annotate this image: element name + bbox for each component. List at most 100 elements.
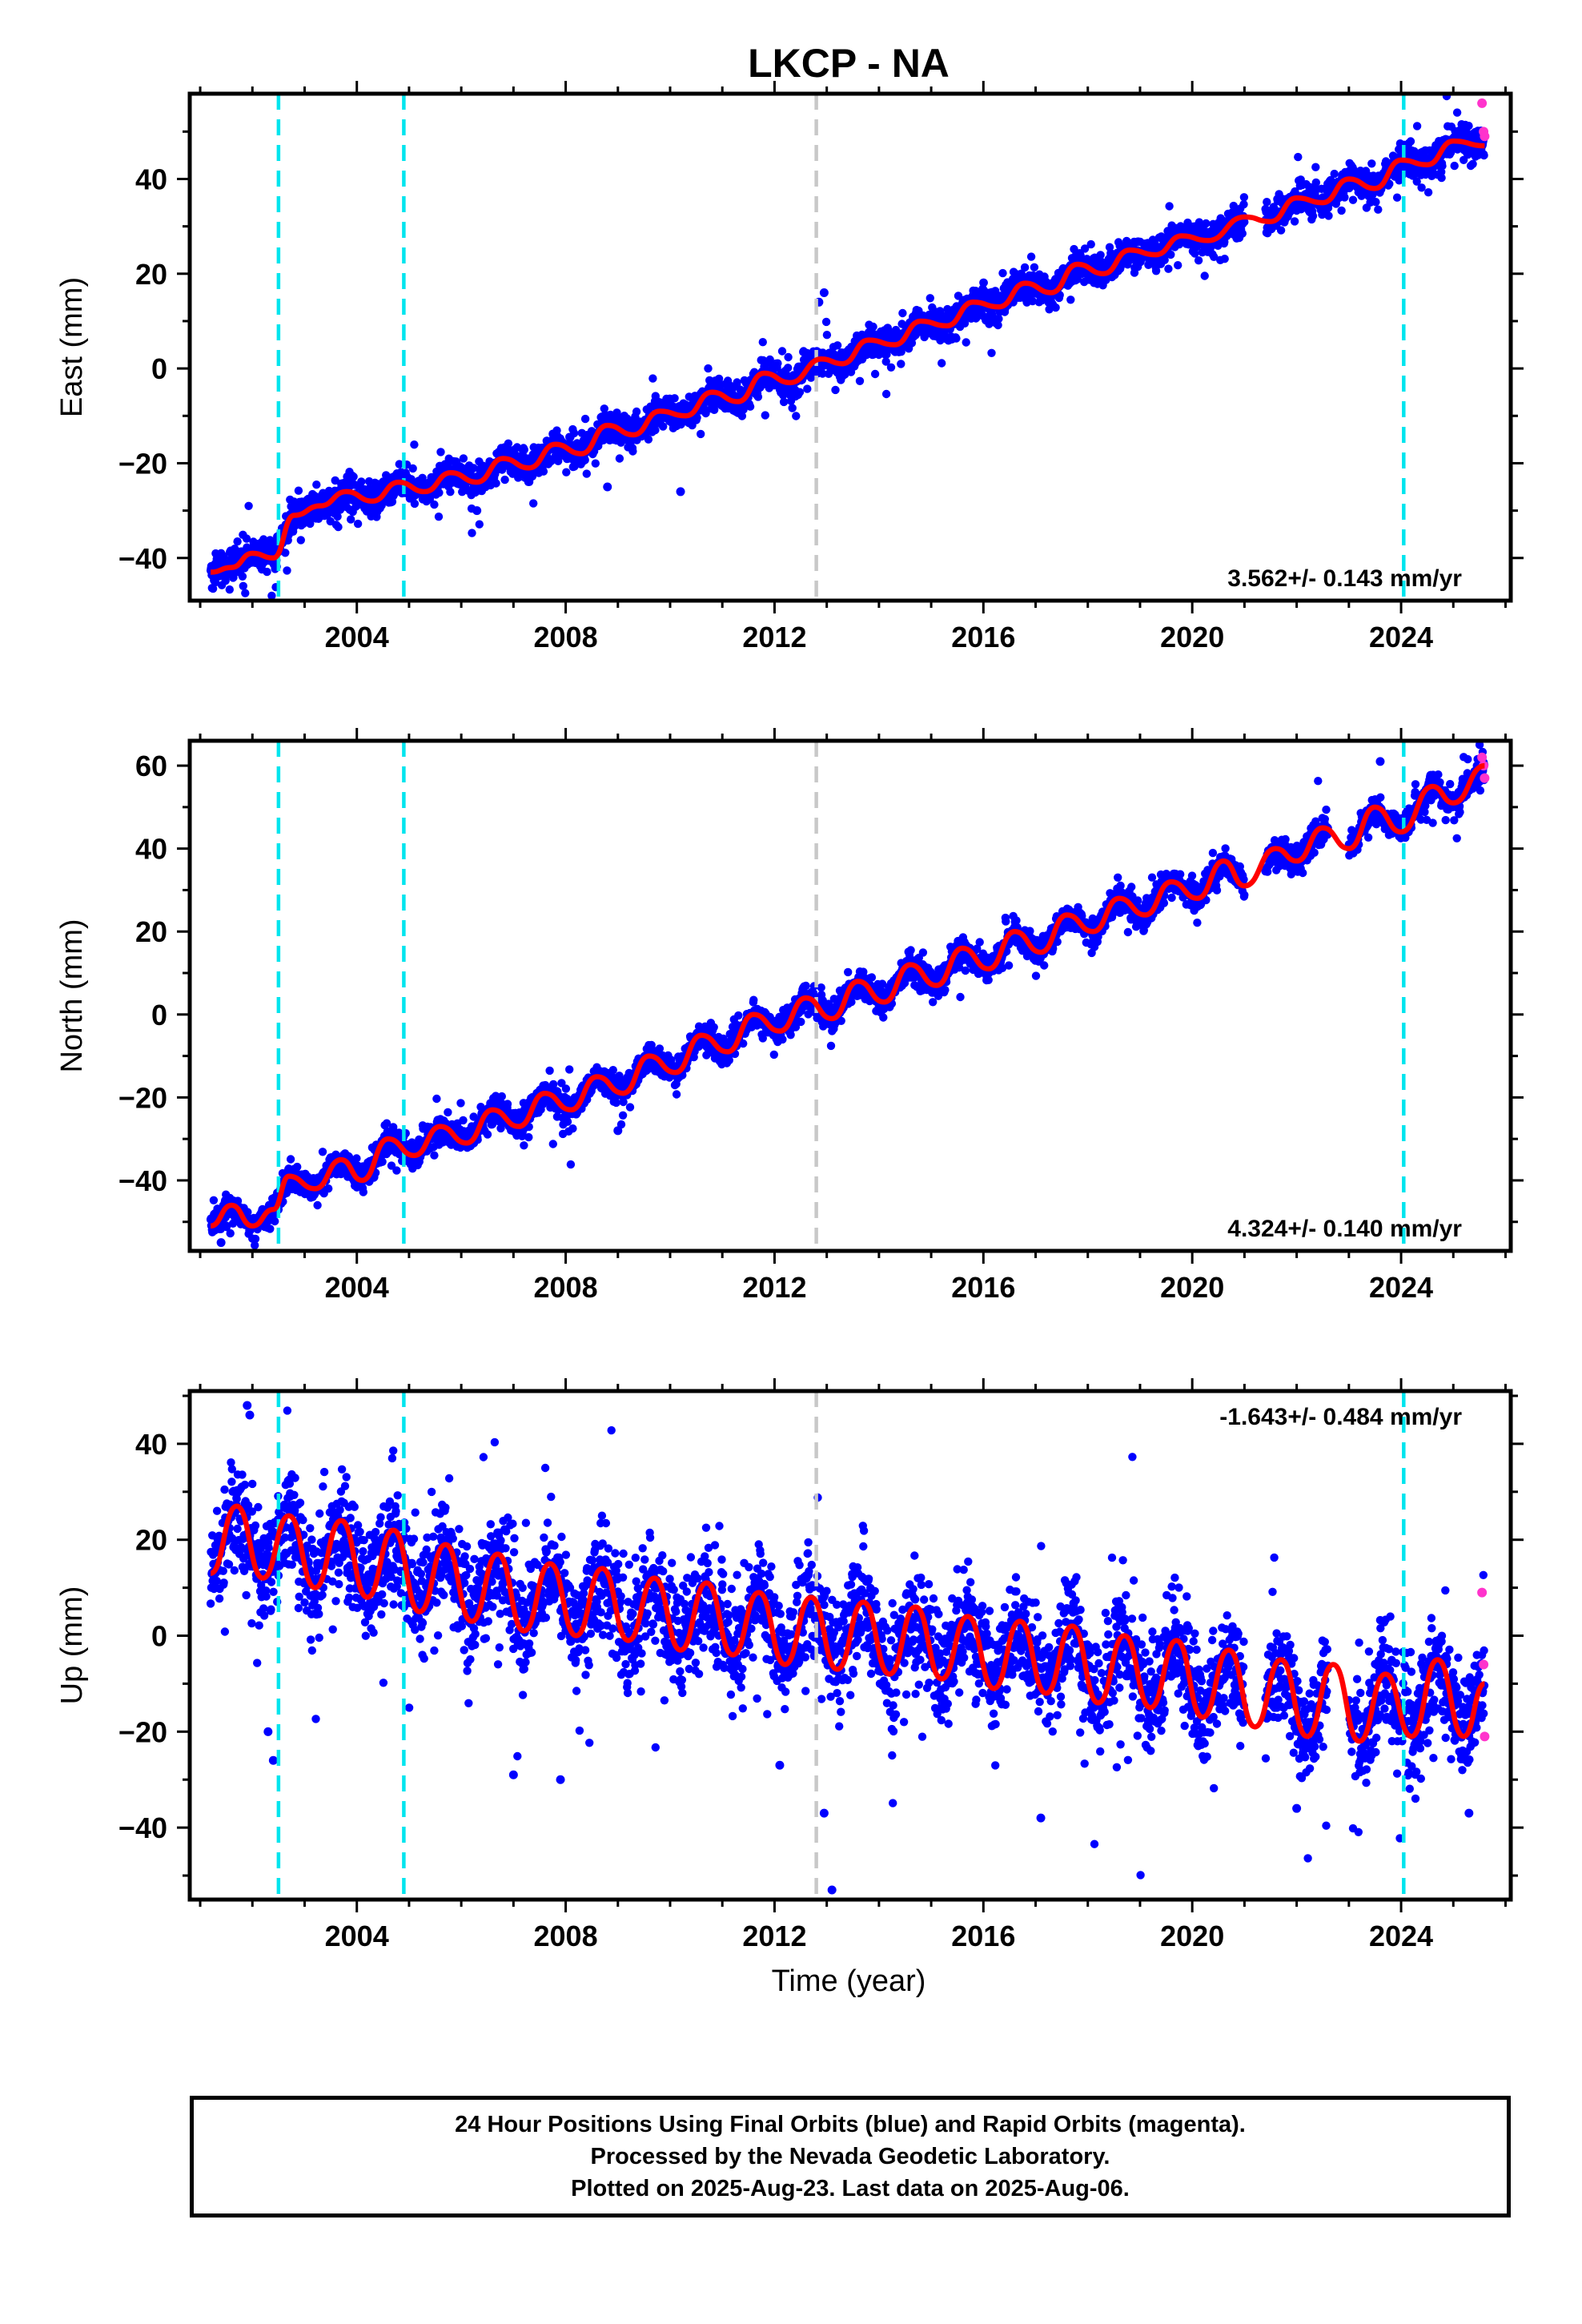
east-position-dot: [1412, 177, 1421, 186]
east-position-dot: [580, 456, 589, 464]
north-position-dot: [352, 1154, 361, 1163]
east-position-dot: [1194, 256, 1203, 265]
north-position-dot: [492, 1092, 500, 1100]
north-position-dot: [608, 1066, 617, 1075]
east-position-dot: [1164, 264, 1173, 273]
east-position-dot: [430, 500, 439, 509]
east-plot-area: [206, 94, 1490, 601]
east-position-dot: [446, 488, 455, 497]
north-position-dot: [520, 1141, 528, 1150]
east-position-dot: [1202, 219, 1211, 228]
east-position-dot: [1263, 198, 1271, 207]
north-position-dot: [557, 1079, 566, 1088]
east-position-dot: [701, 408, 710, 418]
north-position-dot: [226, 1228, 235, 1238]
east-position-dot: [1367, 159, 1376, 168]
east-x-tick-label: 2024: [1369, 621, 1433, 653]
east-position-dot: [881, 389, 891, 399]
east-position-dot: [349, 472, 358, 481]
east-position-dot: [761, 411, 769, 420]
east-position-dot: [410, 440, 419, 449]
north-position-dot: [209, 1196, 219, 1205]
east-position-dot: [1220, 255, 1229, 263]
east-position-dot: [792, 412, 801, 420]
east-position-dot: [733, 378, 741, 387]
east-final-positions: [206, 94, 1489, 601]
chart-title: LKCP - NA: [748, 41, 950, 86]
east-panel: 2004 2008 2012 2016 2020 2024−40−2002040East …: [55, 81, 1524, 653]
east-position-dot: [1165, 202, 1174, 211]
east-position-dot: [1464, 122, 1473, 131]
north-position-dot: [548, 1140, 557, 1148]
east-y-axis-label: East (mm): [55, 277, 89, 417]
east-position-dot: [266, 536, 275, 545]
east-position-dot: [960, 319, 970, 328]
east-position-dot: [582, 469, 591, 478]
east-position-dot: [500, 475, 509, 485]
east-position-dot: [221, 577, 230, 585]
east-rapid-dot: [1480, 131, 1490, 142]
east-position-dot: [979, 278, 989, 287]
east-position-dot: [628, 447, 637, 456]
east-position-dot: [644, 435, 653, 444]
east-position-dot: [651, 425, 660, 435]
north-position-dot: [293, 1162, 302, 1172]
north-position-dot: [392, 1166, 401, 1175]
east-rate-label: 3.562+/- 0.143 mm/yr: [1227, 565, 1462, 592]
east-position-dot: [1337, 206, 1346, 215]
east-position-dot: [784, 364, 793, 372]
east-position-dot: [238, 572, 247, 581]
east-position-dot: [475, 520, 484, 529]
east-position-dot: [1160, 255, 1169, 264]
east-position-dot: [1020, 263, 1030, 272]
east-y-tick-label: −40: [118, 542, 167, 575]
east-position-dot: [1385, 179, 1394, 188]
east-position-dot: [1340, 193, 1349, 202]
east-position-dot: [898, 308, 907, 318]
east-position-dot: [773, 359, 782, 368]
east-position-dot: [670, 394, 679, 403]
east-position-dot: [294, 486, 303, 495]
east-position-dot: [410, 499, 420, 509]
east-position-dot: [648, 374, 657, 383]
east-position-dot: [1076, 251, 1085, 259]
east-position-dot: [1086, 239, 1095, 249]
east-position-dot: [1438, 162, 1447, 171]
east-position-dot: [1166, 250, 1175, 259]
east-position-dot: [520, 445, 528, 454]
east-position-dot: [1276, 226, 1286, 235]
east-position-dot: [994, 320, 1002, 330]
east-position-dot: [938, 359, 946, 368]
east-position-dot: [818, 369, 827, 378]
east-x-tick-label: 2004: [325, 621, 389, 653]
east-position-dot: [1210, 252, 1219, 261]
north-position-dot: [483, 1130, 492, 1139]
east-position-dot: [831, 385, 840, 395]
east-position-dot: [267, 591, 276, 601]
north-position-dot: [561, 1084, 571, 1093]
north-position-dot: [568, 1124, 577, 1133]
east-position-dot: [263, 567, 271, 577]
east-position-dot: [784, 352, 793, 362]
east-position-dot: [469, 464, 478, 472]
east-position-dot: [1311, 178, 1321, 187]
north-position-dot: [566, 1160, 576, 1169]
east-position-dot: [870, 369, 880, 379]
east-position-dot: [347, 515, 355, 524]
east-position-dot: [296, 536, 305, 545]
east-position-dot: [529, 499, 538, 508]
east-position-dot: [504, 439, 513, 448]
east-position-dot: [954, 292, 963, 300]
east-position-dot: [962, 338, 970, 347]
north-position-dot: [444, 1108, 452, 1117]
east-position-dot: [435, 489, 444, 497]
east-position-dot: [779, 397, 789, 407]
east-position-dot: [833, 341, 842, 350]
east-position-dot: [987, 348, 996, 357]
east-position-dot: [219, 552, 228, 561]
east-position-dot: [659, 422, 668, 431]
east-position-dot: [600, 404, 608, 413]
east-position-dot: [377, 501, 386, 510]
east-position-dot: [1371, 198, 1380, 207]
east-position-dot: [334, 522, 343, 532]
